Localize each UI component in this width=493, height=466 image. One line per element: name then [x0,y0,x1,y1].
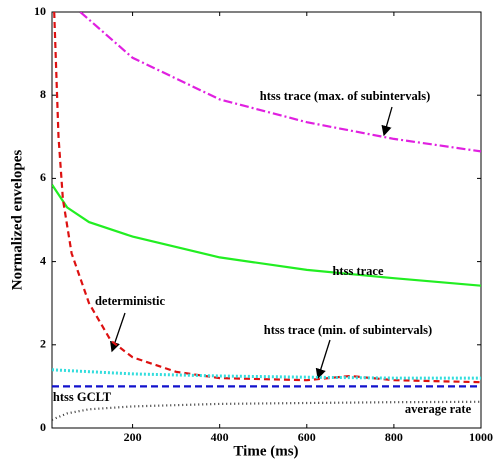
series-label: htss trace (max. of subintervals) [260,89,430,103]
series-line [52,183,481,287]
y-tick-label: 10 [34,4,46,18]
series-line [52,368,481,380]
x-tick-label: 200 [124,430,142,444]
y-axis-title: Normalized envelopes [9,150,25,291]
series-label: htss GCLT [53,390,112,404]
x-axis-title: Time (ms) [233,443,298,459]
y-tick-label: 8 [40,87,46,101]
plot-frame [51,11,482,429]
series-label: average rate [405,402,472,416]
y-tick-label: 4 [40,253,46,267]
y-tick-label: 6 [40,170,46,184]
series-label: htss trace (min. of subintervals) [264,323,432,337]
series-line [79,12,481,153]
series-label: deterministic [95,294,166,308]
arrow [315,339,331,380]
series-label: htss trace [332,264,383,278]
x-tick-label: 1000 [469,430,493,444]
x-tick-label: 800 [385,430,403,444]
x-tick-label: 600 [298,430,316,444]
y-tick-label: 0 [40,420,46,434]
series-line [52,400,481,421]
x-tick-label: 400 [211,430,229,444]
series-line [53,12,481,384]
arrow [381,106,393,137]
arrow [110,312,126,353]
y-tick-label: 2 [40,337,46,351]
